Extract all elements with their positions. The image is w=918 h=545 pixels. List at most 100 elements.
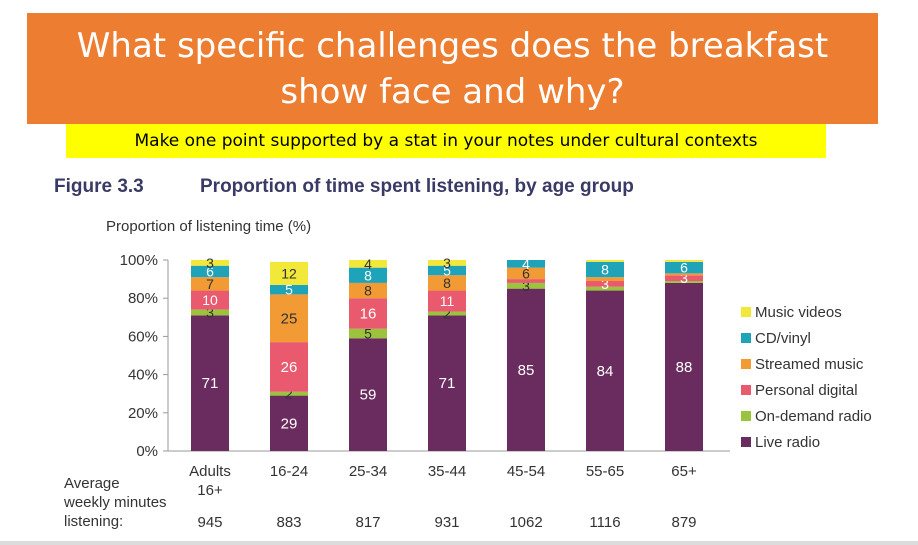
- bar-segment: [586, 286, 624, 291]
- bar-segment: [191, 265, 229, 278]
- bar-segment: [349, 338, 387, 451]
- legend-swatch: [741, 411, 751, 421]
- data-label: 3: [522, 278, 530, 294]
- x-tick-label: 45-54: [507, 463, 545, 480]
- bar-segment: [507, 260, 545, 268]
- bar-segment: [191, 309, 229, 316]
- weekly-minutes-value: 879: [671, 514, 696, 531]
- bar-segment: [428, 265, 466, 276]
- bar-segment: [270, 391, 308, 396]
- bar-segment: [428, 315, 466, 451]
- bar-segment: [665, 282, 703, 451]
- y-tick-label: 0%: [136, 443, 158, 460]
- legend-swatch: [741, 437, 751, 447]
- bar-segment: [586, 261, 624, 278]
- data-label: 3: [443, 255, 451, 271]
- legend-item: CD/vinyl: [755, 330, 811, 347]
- data-label: 8: [364, 267, 372, 283]
- legend-item: Live radio: [755, 434, 820, 451]
- y-tick-label: 20%: [128, 405, 158, 422]
- title-banner: What specific challenges does the breakf…: [27, 13, 878, 124]
- instruction-text: Make one point supported by a stat in yo…: [66, 124, 826, 158]
- y-tick-label: 40%: [128, 367, 158, 384]
- bar-segment: [428, 311, 466, 316]
- data-label: 8: [364, 283, 372, 299]
- slide-title-line-2: show face and why?: [280, 72, 625, 112]
- slide-title: What specific challenges does the breakf…: [27, 23, 878, 115]
- data-label: 29: [281, 415, 298, 432]
- bar-segment: [349, 260, 387, 268]
- data-label: 11: [440, 293, 455, 309]
- y-tick-label: 60%: [128, 328, 158, 345]
- bar-segment: [665, 275, 703, 282]
- data-label: 88: [676, 359, 693, 376]
- bar-segment: [507, 279, 545, 283]
- legend-item: On-demand radio: [755, 408, 872, 425]
- data-label: 26: [281, 359, 298, 376]
- data-label: 4: [364, 256, 372, 272]
- x-tick-label: 25-34: [349, 463, 387, 480]
- bar-segment: [349, 298, 387, 329]
- data-label: 6: [680, 260, 688, 276]
- data-label: 2: [285, 386, 293, 402]
- bar-segment: [665, 273, 703, 276]
- data-label: 10: [202, 292, 218, 308]
- bar-segment: [428, 275, 466, 291]
- bar-segment: [349, 328, 387, 339]
- bar-segment: [270, 284, 308, 295]
- bar-segment: [507, 282, 545, 289]
- weekly-minutes-value: 1116: [589, 514, 620, 531]
- y-axis-label: Proportion of listening time (%): [106, 218, 312, 235]
- data-label: 7: [206, 276, 214, 292]
- legend-item: Streamed music: [755, 356, 864, 373]
- bottom-divider: [0, 541, 918, 545]
- bar-segment: [586, 290, 624, 451]
- bar-segment: [270, 395, 308, 451]
- weekly-minutes-value: 883: [276, 514, 301, 531]
- data-label: 5: [285, 282, 293, 298]
- data-label: 8: [443, 275, 451, 291]
- weekly-minutes-value: 817: [355, 514, 380, 531]
- bar-segment: [665, 281, 703, 283]
- data-label: 5: [443, 263, 451, 279]
- chart-title: Proportion of time spent listening, by a…: [200, 176, 634, 197]
- weekly-minutes-row-label: Average weekly minutes listening:: [64, 475, 167, 530]
- bar-segment: [191, 315, 229, 451]
- x-tick-label: 16+: [197, 482, 223, 499]
- y-tick-label: 100%: [120, 252, 158, 269]
- bar-segment: [270, 294, 308, 343]
- data-label: 3: [601, 276, 609, 292]
- bar-segment: [270, 261, 308, 285]
- bar-segment: [665, 261, 703, 274]
- data-label: 8: [601, 262, 609, 278]
- data-label: 12: [281, 265, 297, 281]
- data-label: 25: [281, 310, 298, 327]
- bar-segment: [270, 342, 308, 392]
- x-tick-label: Adults: [189, 463, 231, 480]
- bar-segment: [586, 281, 624, 287]
- data-label: 16: [360, 305, 377, 322]
- bar-segment: [349, 267, 387, 283]
- bar-segment: [191, 290, 229, 310]
- data-label: 71: [439, 375, 456, 392]
- weekly-minutes-value: 945: [197, 514, 222, 531]
- legend-swatch: [741, 385, 751, 395]
- bar-segment: [191, 260, 229, 266]
- data-label: 6: [206, 263, 214, 279]
- data-label: 71: [202, 375, 219, 392]
- bar-segment: [349, 282, 387, 299]
- data-label: 59: [360, 387, 377, 404]
- x-tick-label: 16-24: [270, 463, 308, 480]
- data-label: 3: [206, 255, 214, 271]
- data-label: 4: [522, 256, 530, 272]
- bar-segment: [586, 277, 624, 282]
- legend-item: Personal digital: [755, 382, 858, 399]
- bar-segment: [428, 290, 466, 312]
- weekly-minutes-value: 931: [434, 514, 459, 531]
- bar-segment: [507, 288, 545, 451]
- figure-label: Figure 3.3: [54, 176, 144, 197]
- data-label: 6: [522, 265, 530, 281]
- data-label: 5: [364, 326, 372, 342]
- data-label: 3: [206, 305, 214, 321]
- legend-swatch: [741, 307, 751, 317]
